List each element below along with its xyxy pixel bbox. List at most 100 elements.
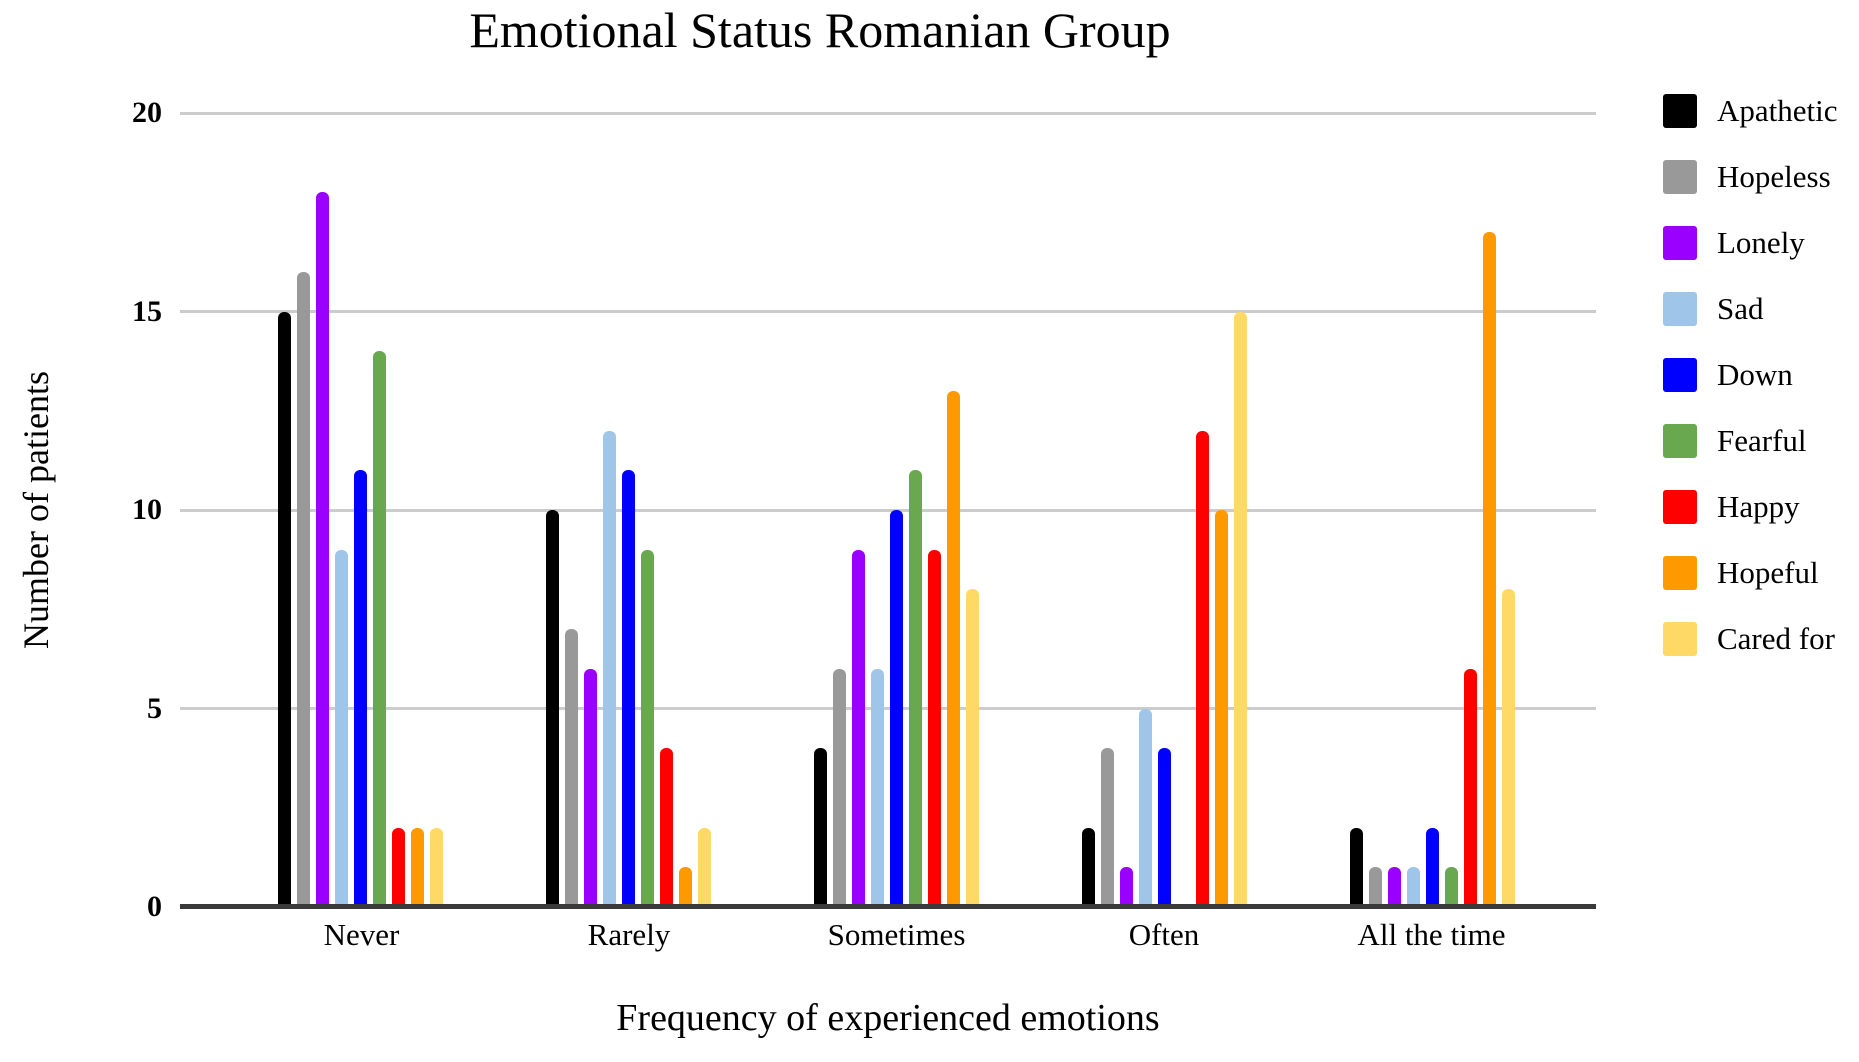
bar-lonely-often	[1120, 867, 1133, 907]
y-tick-15: 15	[132, 294, 162, 328]
bar-happy-sometimes	[928, 549, 941, 907]
y-tick-20: 20	[132, 96, 162, 129]
bar-apathetic-often	[1082, 827, 1095, 907]
legend-label-cared-for: Cared for	[1717, 621, 1835, 656]
bar-fearful-sometimes	[909, 470, 922, 907]
bar-hopeless-often	[1101, 748, 1114, 907]
gridline-10	[180, 508, 1596, 512]
bar-down-never	[354, 470, 367, 907]
bar-apathetic-rarely	[546, 510, 559, 907]
bar-lonely-sometimes	[852, 549, 865, 907]
bar-fearful-rarely	[641, 549, 654, 907]
legend-label-hopeless: Hopeless	[1717, 159, 1831, 194]
plot-area	[180, 111, 1596, 909]
chart-title: Emotional Status Romanian Group	[469, 2, 1171, 58]
bar-happy-rarely	[660, 748, 673, 907]
legend-item-lonely: Lonely	[1663, 225, 1838, 260]
bar-down-rarely	[622, 470, 635, 907]
bar-hopeless-sometimes	[833, 668, 846, 907]
gridline-15	[180, 310, 1596, 313]
bar-groups	[180, 113, 1596, 907]
bar-cared-for-never	[430, 827, 443, 907]
legend-label-down: Down	[1717, 357, 1793, 392]
bar-group-rarely	[546, 113, 711, 907]
legend-label-fearful: Fearful	[1717, 423, 1807, 458]
bar-down-all-the-time	[1426, 827, 1439, 907]
legend-swatch-hopeful	[1663, 556, 1697, 590]
legend-item-down: Down	[1663, 357, 1838, 392]
bar-happy-all-the-time	[1464, 668, 1477, 907]
x-category-cell-rarely: Rarely	[546, 917, 713, 953]
bar-sad-sometimes	[871, 668, 884, 907]
legend-swatch-lonely	[1663, 226, 1697, 260]
bar-lonely-never	[316, 192, 329, 907]
legend-swatch-down	[1663, 358, 1697, 392]
bar-group-never	[278, 113, 443, 907]
bar-cared-for-all-the-time	[1502, 589, 1515, 907]
legend-swatch-hopeless	[1663, 160, 1697, 194]
x-category-cell-never: Never	[278, 917, 445, 953]
legend-item-cared-for: Cared for	[1663, 621, 1838, 656]
y-tick-10: 10	[132, 493, 162, 526]
gridline-5	[180, 707, 1596, 710]
legend-item-happy: Happy	[1663, 489, 1838, 524]
bar-hopeful-never	[411, 827, 424, 907]
bar-sad-all-the-time	[1407, 867, 1420, 907]
x-category-label-never: Never	[323, 917, 400, 952]
bar-sad-never	[335, 549, 348, 907]
bar-hopeless-all-the-time	[1369, 867, 1382, 907]
bar-down-often	[1158, 748, 1171, 907]
bar-fearful-all-the-time	[1445, 867, 1458, 907]
bar-cared-for-often	[1234, 311, 1247, 907]
bar-hopeless-rarely	[565, 629, 578, 907]
legend-item-apathetic: Apathetic	[1663, 93, 1838, 128]
x-axis-line	[180, 904, 1596, 909]
legend: Apathetic Hopeless Lonely Sad Down Fearful Hap…	[1663, 93, 1838, 688]
legend-swatch-happy	[1663, 490, 1697, 524]
bar-hopeful-often	[1215, 510, 1228, 907]
bar-hopeless-never	[297, 271, 310, 907]
legend-label-sad: Sad	[1717, 291, 1764, 326]
legend-swatch-cared-for	[1663, 622, 1697, 656]
x-category-label-rarely: Rarely	[587, 917, 671, 952]
bar-apathetic-never	[278, 311, 291, 907]
bar-lonely-rarely	[584, 668, 597, 907]
x-category-label-all-the-time: All the time	[1357, 917, 1506, 952]
x-category-label-often: Often	[1128, 917, 1200, 952]
legend-item-fearful: Fearful	[1663, 423, 1838, 458]
legend-label-hopeful: Hopeful	[1717, 555, 1819, 590]
bar-cared-for-sometimes	[966, 589, 979, 907]
bar-down-sometimes	[890, 510, 903, 907]
bar-group-often	[1082, 113, 1247, 907]
legend-swatch-apathetic	[1663, 94, 1697, 128]
legend-item-hopeful: Hopeful	[1663, 555, 1838, 590]
bar-happy-often	[1196, 430, 1209, 907]
y-axis-title: Number of patients	[16, 371, 56, 649]
x-axis-title: Frequency of experienced emotions	[616, 997, 1160, 1039]
legend-item-sad: Sad	[1663, 291, 1838, 326]
x-category-cell-all-the-time: All the time	[1348, 917, 1515, 953]
y-tick-5: 5	[147, 691, 162, 725]
legend-label-happy: Happy	[1717, 489, 1800, 524]
legend-swatch-fearful	[1663, 424, 1697, 458]
bar-lonely-all-the-time	[1388, 867, 1401, 907]
bar-group-sometimes	[814, 113, 979, 907]
bar-hopeful-all-the-time	[1483, 232, 1496, 907]
y-tick-0: 0	[147, 890, 162, 923]
legend-label-apathetic: Apathetic	[1717, 93, 1838, 128]
bar-sad-often	[1139, 708, 1152, 907]
bar-happy-never	[392, 827, 405, 907]
bar-group-all-the-time	[1350, 113, 1515, 907]
bar-hopeful-rarely	[679, 867, 692, 907]
x-category-cell-often: Often	[1081, 917, 1248, 953]
x-category-cell-sometimes: Sometimes	[813, 917, 980, 953]
x-category-labels: Never Rarely Sometimes Often All the time	[180, 917, 1596, 953]
legend-item-hopeless: Hopeless	[1663, 159, 1838, 194]
x-category-label-sometimes: Sometimes	[827, 917, 966, 952]
bar-sad-rarely	[603, 430, 616, 907]
bar-hopeful-sometimes	[947, 390, 960, 907]
legend-swatch-sad	[1663, 292, 1697, 326]
legend-label-lonely: Lonely	[1717, 225, 1805, 260]
bar-apathetic-all-the-time	[1350, 827, 1363, 907]
